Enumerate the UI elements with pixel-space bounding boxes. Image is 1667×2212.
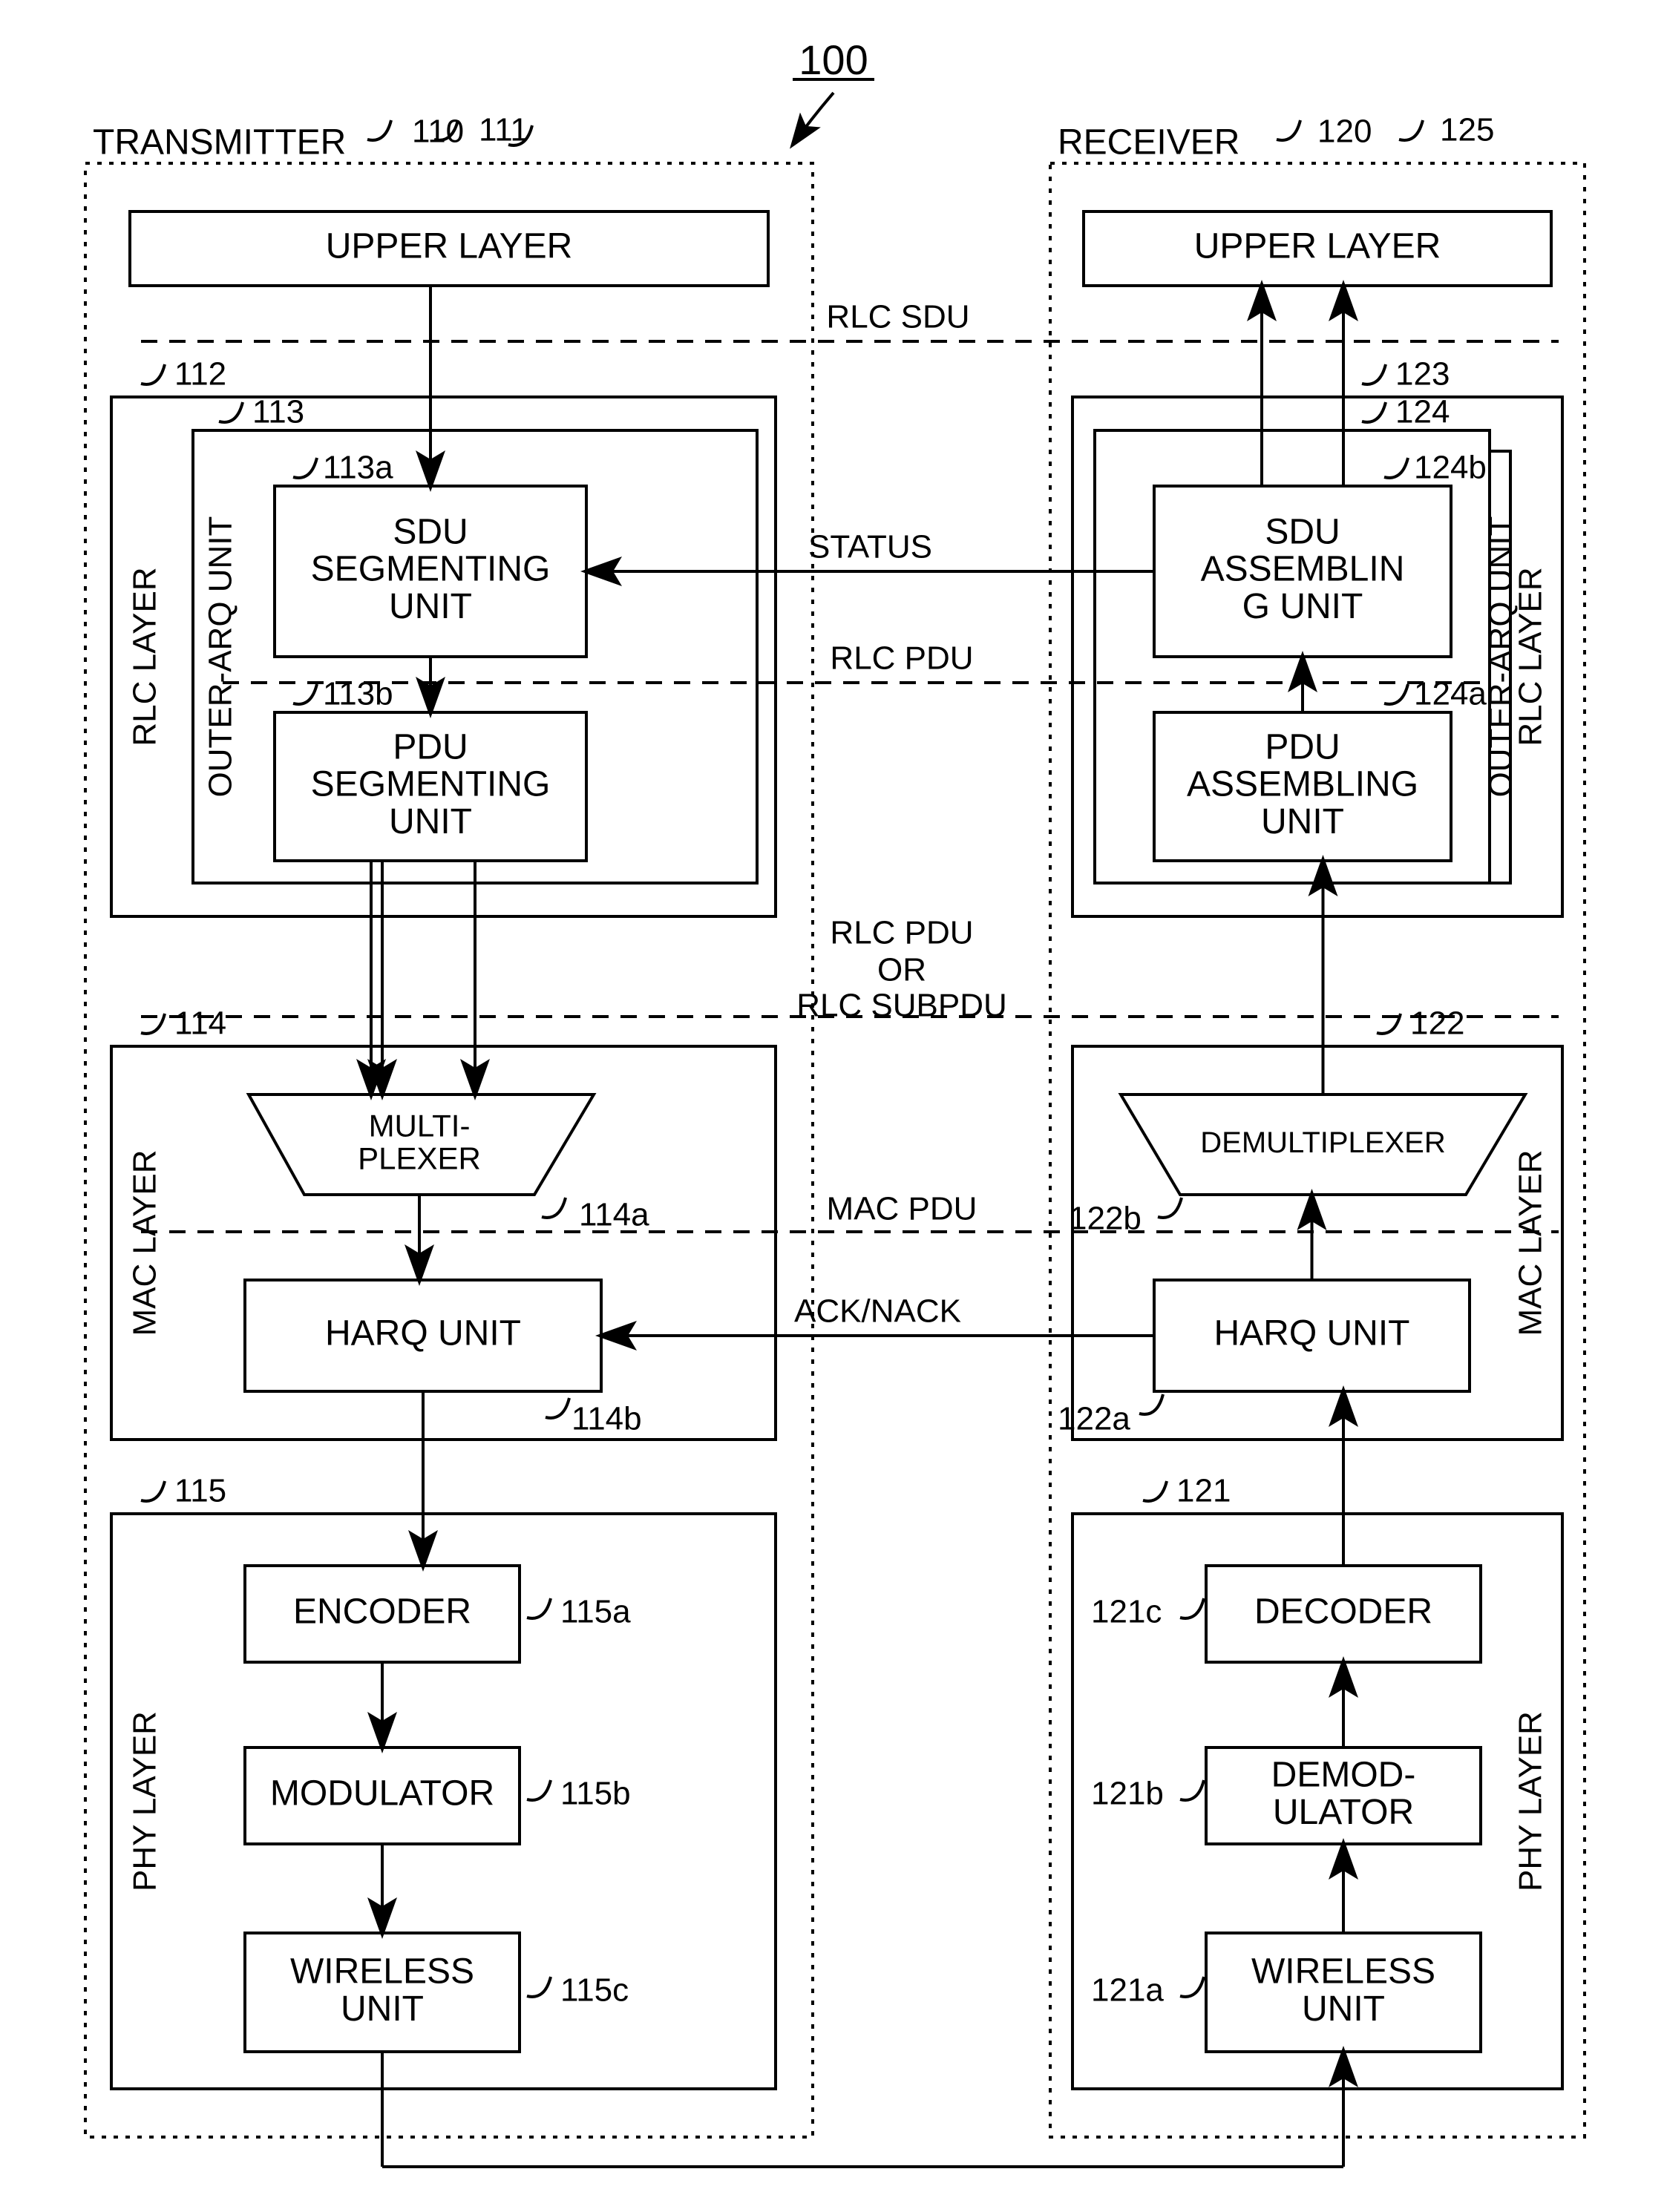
svg-text:SEGMENTING: SEGMENTING <box>311 765 551 804</box>
svg-text:100: 100 <box>799 36 868 83</box>
svg-text:123: 123 <box>1395 356 1450 393</box>
svg-text:MULTI-: MULTI- <box>369 1109 471 1143</box>
svg-text:120: 120 <box>1317 114 1372 150</box>
svg-text:STATUS: STATUS <box>808 529 932 565</box>
svg-text:122: 122 <box>1410 1005 1464 1042</box>
svg-text:UNIT: UNIT <box>389 587 472 626</box>
svg-text:RLC PDU: RLC PDU <box>830 915 973 951</box>
svg-text:ASSEMBLING: ASSEMBLING <box>1187 765 1418 804</box>
svg-text:SEGMENTING: SEGMENTING <box>311 550 551 589</box>
svg-text:121a: 121a <box>1091 1972 1164 2009</box>
svg-text:115a: 115a <box>560 1594 631 1630</box>
svg-text:PHY LAYER: PHY LAYER <box>1513 1711 1549 1891</box>
svg-text:115: 115 <box>174 1473 226 1509</box>
svg-text:110: 110 <box>412 114 464 150</box>
svg-text:MAC PDU: MAC PDU <box>827 1191 977 1227</box>
svg-text:115c: 115c <box>560 1972 629 2009</box>
svg-text:PHY LAYER: PHY LAYER <box>127 1711 163 1891</box>
svg-text:122a: 122a <box>1058 1401 1130 1437</box>
svg-text:HARQ UNIT: HARQ UNIT <box>1214 1314 1410 1353</box>
svg-text:113b: 113b <box>323 676 393 712</box>
svg-text:115b: 115b <box>560 1776 631 1812</box>
svg-text:MAC LAYER: MAC LAYER <box>1513 1149 1549 1336</box>
svg-text:RLC LAYER: RLC LAYER <box>127 567 163 746</box>
svg-text:SDU: SDU <box>393 512 468 551</box>
svg-text:RLC SUBPDU: RLC SUBPDU <box>796 988 1007 1024</box>
svg-text:PDU: PDU <box>1265 727 1340 767</box>
svg-text:UPPER LAYER: UPPER LAYER <box>326 227 573 266</box>
svg-text:MODULATOR: MODULATOR <box>270 1774 494 1814</box>
svg-text:121c: 121c <box>1091 1594 1162 1630</box>
svg-text:124: 124 <box>1395 394 1450 430</box>
svg-text:113: 113 <box>252 394 304 430</box>
svg-text:WIRELESS: WIRELESS <box>290 1952 474 1991</box>
svg-text:TRANSMITTER: TRANSMITTER <box>93 123 346 163</box>
svg-text:114a: 114a <box>579 1197 649 1233</box>
svg-text:UNIT: UNIT <box>389 802 472 841</box>
svg-text:ULATOR: ULATOR <box>1273 1793 1414 1832</box>
svg-text:113a: 113a <box>323 450 393 486</box>
svg-text:124b: 124b <box>1414 450 1487 486</box>
svg-text:112: 112 <box>174 356 226 393</box>
svg-text:ASSEMBLIN: ASSEMBLIN <box>1201 550 1405 589</box>
svg-text:UNIT: UNIT <box>1261 802 1344 841</box>
svg-text:124a: 124a <box>1414 676 1487 712</box>
svg-text:RECEIVER: RECEIVER <box>1058 123 1239 163</box>
svg-text:G UNIT: G UNIT <box>1242 587 1363 626</box>
svg-text:MAC LAYER: MAC LAYER <box>127 1149 163 1336</box>
svg-text:ENCODER: ENCODER <box>293 1592 471 1632</box>
svg-text:WIRELESS: WIRELESS <box>1251 1952 1435 1991</box>
svg-text:125: 125 <box>1440 112 1494 148</box>
svg-text:DEMOD-: DEMOD- <box>1271 1755 1416 1794</box>
svg-text:DEMULTIPLEXER: DEMULTIPLEXER <box>1200 1126 1445 1159</box>
svg-text:DECODER: DECODER <box>1254 1592 1432 1632</box>
svg-text:121b: 121b <box>1091 1776 1164 1812</box>
svg-text:OUTER-ARQ UNIT: OUTER-ARQ UNIT <box>203 516 239 798</box>
svg-text:121: 121 <box>1176 1473 1231 1509</box>
svg-text:PLEXER: PLEXER <box>358 1141 481 1176</box>
svg-text:PDU: PDU <box>393 727 468 767</box>
svg-text:SDU: SDU <box>1265 512 1340 551</box>
svg-text:OR: OR <box>877 952 926 988</box>
svg-text:HARQ UNIT: HARQ UNIT <box>325 1314 521 1353</box>
svg-text:OUTER-ARQ UNIT: OUTER-ARQ UNIT <box>1483 516 1519 798</box>
svg-text:114: 114 <box>174 1005 226 1042</box>
svg-text:RLC SDU: RLC SDU <box>826 299 969 335</box>
svg-text:ACK/NACK: ACK/NACK <box>794 1293 961 1330</box>
svg-text:RLC PDU: RLC PDU <box>830 640 973 677</box>
svg-text:UNIT: UNIT <box>1302 1989 1385 2029</box>
svg-text:114b: 114b <box>572 1401 642 1437</box>
svg-text:UNIT: UNIT <box>341 1989 424 2029</box>
svg-text:UPPER LAYER: UPPER LAYER <box>1194 227 1441 266</box>
